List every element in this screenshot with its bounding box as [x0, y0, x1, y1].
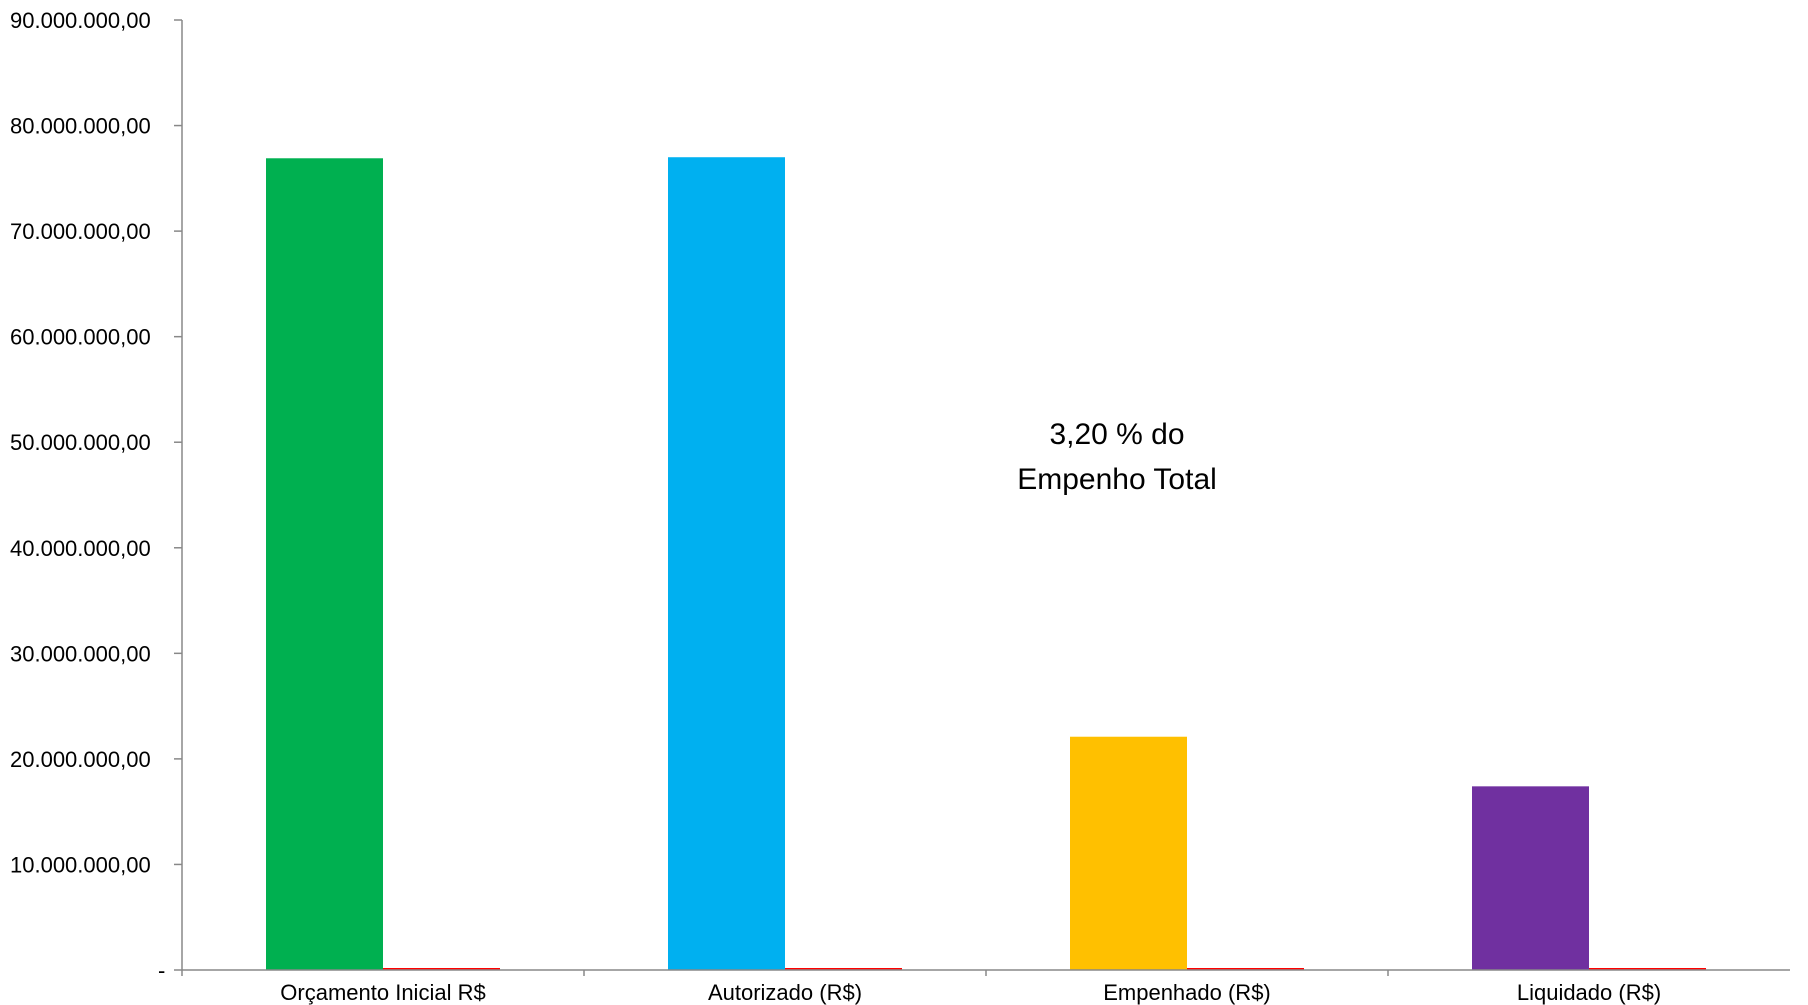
x-tick-label: Orçamento Inicial R$ — [280, 980, 485, 1005]
y-tick-label: 20.000.000,00 — [10, 747, 151, 772]
bar-secondary — [785, 968, 902, 970]
annotation-line-2: Empenho Total — [1017, 463, 1217, 496]
bar-secondary — [383, 968, 500, 970]
y-axis: - 10.000.000,00 20.000.000,00 30.000.000,00… — [10, 8, 183, 983]
y-tick-label: 90.000.000,00 — [10, 8, 151, 33]
bar — [1070, 736, 1187, 970]
x-tick-label: Liquidado (R$) — [1517, 980, 1661, 1005]
y-tick-label: 70.000.000,00 — [10, 219, 151, 244]
y-tick-label: 60.000.000,00 — [10, 325, 151, 350]
bar-secondary — [1589, 968, 1706, 970]
x-tick-label: Autorizado (R$) — [708, 980, 862, 1005]
x-tick-label: Empenhado (R$) — [1103, 980, 1271, 1005]
y-tick-label: 80.000.000,00 — [10, 114, 151, 139]
bars — [266, 157, 1706, 970]
bar — [266, 158, 383, 970]
y-tick-label: 30.000.000,00 — [10, 641, 151, 666]
bar — [668, 157, 785, 970]
bar — [1472, 786, 1589, 970]
y-tick-label: 10.000.000,00 — [10, 852, 151, 877]
y-tick-label: 40.000.000,00 — [10, 536, 151, 561]
bar-secondary — [1187, 968, 1304, 970]
y-tick-label: - — [158, 958, 165, 983]
y-tick-label: 50.000.000,00 — [10, 430, 151, 455]
annotation-line-1: 3,20 % do — [1049, 418, 1184, 451]
x-axis: Orçamento Inicial R$ Autorizado (R$) Empen… — [181, 969, 1790, 1005]
